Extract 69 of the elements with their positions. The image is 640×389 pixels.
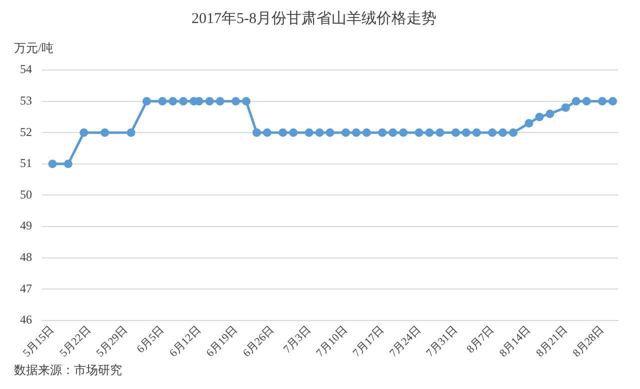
point [472, 128, 481, 137]
x-tick-label: 8月21日 [534, 324, 570, 360]
point [352, 128, 360, 137]
point [498, 128, 508, 137]
x-tick-label: 6月12日 [168, 324, 204, 360]
x-tick-label: 7月31日 [424, 324, 460, 360]
y-axis-title: 万元/吨 [14, 41, 54, 55]
point [488, 128, 497, 137]
point [205, 97, 214, 106]
y-tick-label: 50 [20, 187, 32, 202]
point [582, 97, 591, 106]
point [315, 128, 324, 137]
point [242, 97, 250, 106]
point [48, 160, 57, 168]
point [535, 112, 544, 122]
point [362, 128, 371, 137]
x-tick-label: 6月5日 [134, 324, 167, 356]
y-tick-label: 54 [20, 62, 32, 76]
point [598, 97, 607, 106]
y-tick-label: 49 [20, 218, 32, 233]
point [388, 128, 398, 137]
y-tick-label: 51 [20, 156, 32, 170]
point [64, 160, 72, 168]
point [158, 97, 167, 106]
point [142, 97, 151, 106]
x-tick-label: 7月17日 [350, 324, 387, 360]
x-tick-label: 7月10日 [314, 324, 350, 360]
point [326, 128, 334, 137]
chart-title: 2017年5-8月份甘肃省山羊绒价格走势 [192, 10, 436, 27]
point [252, 128, 261, 137]
point [341, 128, 350, 137]
point [572, 97, 580, 106]
x-tick-label: 7月3日 [281, 324, 314, 356]
point [399, 128, 408, 137]
x-tick-label: 5月29日 [94, 324, 130, 360]
point [378, 128, 387, 137]
point [289, 128, 298, 137]
point [304, 128, 314, 137]
point [414, 128, 424, 137]
point [608, 97, 618, 106]
x-tick-label: 8月7日 [464, 324, 496, 356]
point [425, 128, 434, 137]
point [524, 118, 534, 128]
point [278, 128, 288, 137]
y-tick-label: 53 [20, 93, 32, 108]
y-tick-label: 52 [20, 124, 32, 139]
x-tick-label: 6月26日 [240, 324, 277, 360]
point [451, 128, 460, 137]
point [216, 97, 224, 106]
x-tick-label: 8月14日 [497, 324, 534, 360]
point [168, 97, 178, 106]
point [100, 128, 110, 137]
point [231, 97, 240, 106]
point [436, 128, 444, 137]
x-tick-label: 7月24日 [387, 324, 424, 360]
x-tick-label: 6月19日 [204, 324, 240, 360]
point [80, 128, 88, 137]
point [546, 110, 554, 118]
point [179, 97, 188, 106]
point [126, 128, 136, 137]
source-note: 数据来源：市场研究 [14, 363, 122, 377]
point [509, 128, 518, 137]
point [462, 128, 470, 137]
y-tick-label: 48 [20, 250, 32, 264]
x-tick-label: 8月28日 [570, 324, 606, 360]
y-tick-label: 47 [20, 281, 32, 296]
x-tick-label: 5月22日 [58, 324, 94, 360]
point [561, 103, 570, 112]
point [262, 128, 272, 137]
